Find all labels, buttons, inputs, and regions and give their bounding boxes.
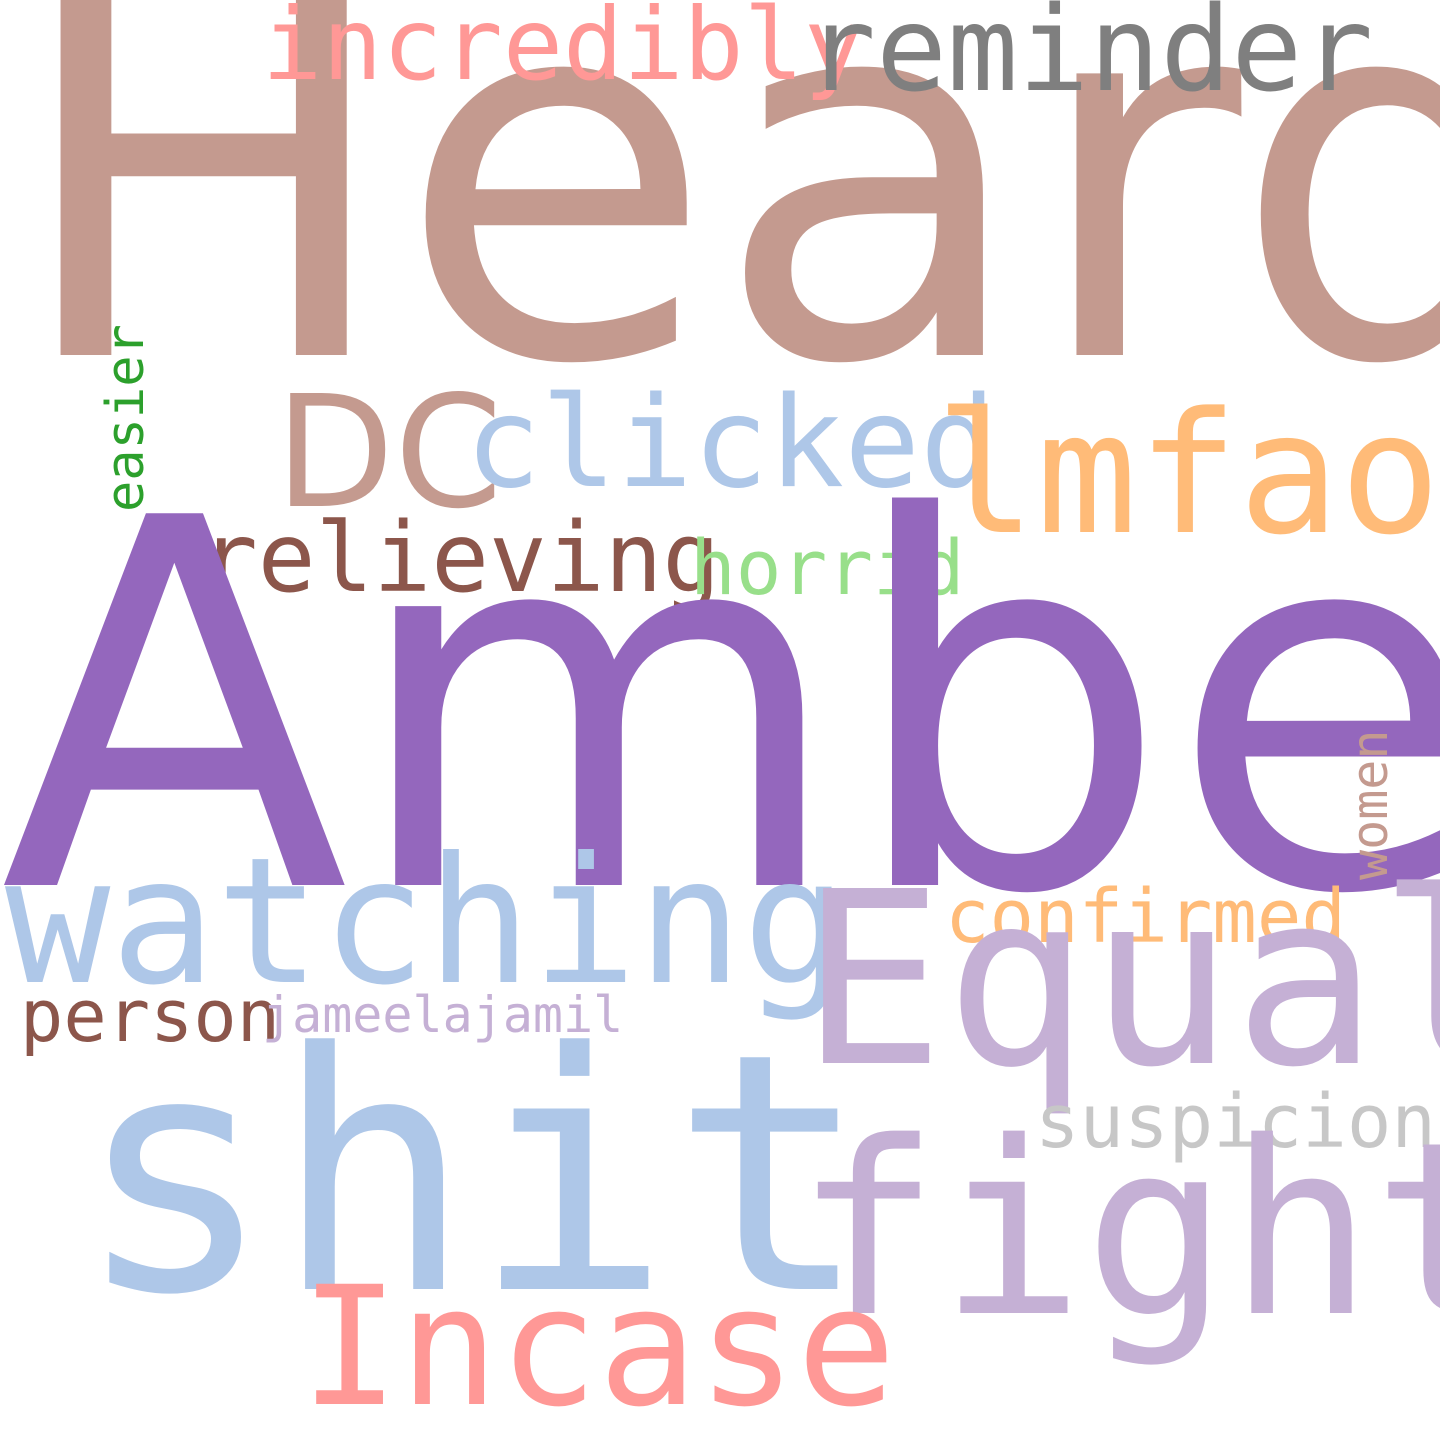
- word-suspicions: suspicions: [1035, 1079, 1440, 1165]
- word-reminder: reminder: [805, 0, 1374, 118]
- word-heard: Heard: [10, 0, 1440, 477]
- word-equal: Equal: [800, 840, 1440, 1120]
- word-horrid: horrid: [690, 523, 965, 612]
- word-jameelajamil: jameelajamil: [262, 986, 624, 1044]
- word-shit: shit: [75, 983, 870, 1367]
- word-watching: watching: [5, 821, 848, 1024]
- word-dc: DC: [275, 362, 503, 543]
- word-lmfao: lmfao: [935, 376, 1440, 572]
- word-incase: Incase: [300, 1251, 897, 1440]
- word-relieving: relieving: [200, 502, 721, 614]
- word-fight: fight: [795, 1090, 1440, 1370]
- word-amber: Amber: [0, 413, 1440, 1006]
- word-clicked: clicked: [465, 369, 997, 516]
- word-confirmed: confirmed: [945, 874, 1346, 960]
- word-person: person: [20, 974, 281, 1058]
- word-incredibly: incredibly: [262, 0, 865, 103]
